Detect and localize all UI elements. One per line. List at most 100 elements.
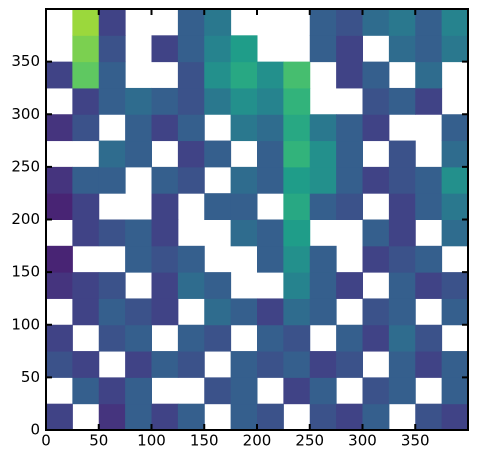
cell [151,245,179,273]
x-tick-label: 50 [89,432,108,450]
cell [230,377,258,405]
cell [336,351,363,378]
cell [362,219,390,247]
x-tick-label: 150 [190,432,219,450]
cell [441,114,469,142]
cell [46,324,73,352]
cell [415,403,443,431]
cell [415,193,443,220]
cell [151,298,179,326]
cell [177,140,205,168]
cell [151,166,179,194]
cell [98,324,126,352]
cell [309,193,337,220]
cell [72,166,100,194]
cell [415,324,443,352]
cell [415,351,443,378]
cell [388,298,416,326]
cell [283,166,311,194]
cell [204,298,232,326]
cell [72,219,100,247]
cell [98,403,126,431]
cell [336,166,363,194]
cell [204,87,232,115]
cell [125,140,152,168]
cell [362,9,390,36]
cell [177,166,205,194]
cell [72,114,100,142]
cell [388,35,416,63]
cell [204,193,232,220]
cell [230,35,258,63]
cell [309,403,337,431]
cell [98,140,126,168]
cell [151,87,179,115]
cell [46,245,73,273]
x-tick-label: 300 [348,432,377,450]
cell [151,219,179,247]
cell [177,245,205,273]
cell [388,377,416,405]
cell [98,61,126,89]
cell [72,298,100,326]
cell [415,9,443,36]
cell [309,272,337,299]
cell [283,61,311,89]
cell [204,272,232,299]
cell [125,219,152,247]
cell [441,377,469,405]
cell [125,298,152,326]
cell [309,9,337,36]
cell [151,193,179,220]
cell [98,219,126,247]
cell [204,35,232,63]
cell [177,87,205,115]
cell [283,324,311,352]
cell [257,245,284,273]
cell [230,114,258,142]
cell [309,298,337,326]
cell [415,245,443,273]
cell [257,61,284,89]
cell [415,272,443,299]
cell [283,351,311,378]
cell [72,272,100,299]
cell [177,403,205,431]
cell [336,9,363,36]
cell [441,35,469,63]
cell [125,377,152,405]
cell [441,403,469,431]
cell [415,166,443,194]
x-tick-label: 0 [41,432,51,450]
cell [230,166,258,194]
cell [388,219,416,247]
cell [336,140,363,168]
cell [336,193,363,220]
cell [46,272,73,299]
cell [72,351,100,378]
cell [151,114,179,142]
cell [46,351,73,378]
y-tick-label: 300 [11,105,40,123]
cell [415,61,443,89]
cell [388,245,416,273]
cell [98,35,126,63]
cell [204,324,232,352]
cell [257,219,284,247]
cell [125,114,152,142]
cell [46,166,73,194]
cell [362,114,390,142]
cell [283,219,311,247]
cell [125,245,152,273]
cell [151,35,179,63]
y-tick-label: 200 [11,210,40,228]
cell [362,298,390,326]
cell [336,403,363,431]
cell [309,351,337,378]
cell [283,114,311,142]
cell [230,193,258,220]
cell [336,324,363,352]
cell [257,87,284,115]
cell [415,87,443,115]
cell [204,61,232,89]
